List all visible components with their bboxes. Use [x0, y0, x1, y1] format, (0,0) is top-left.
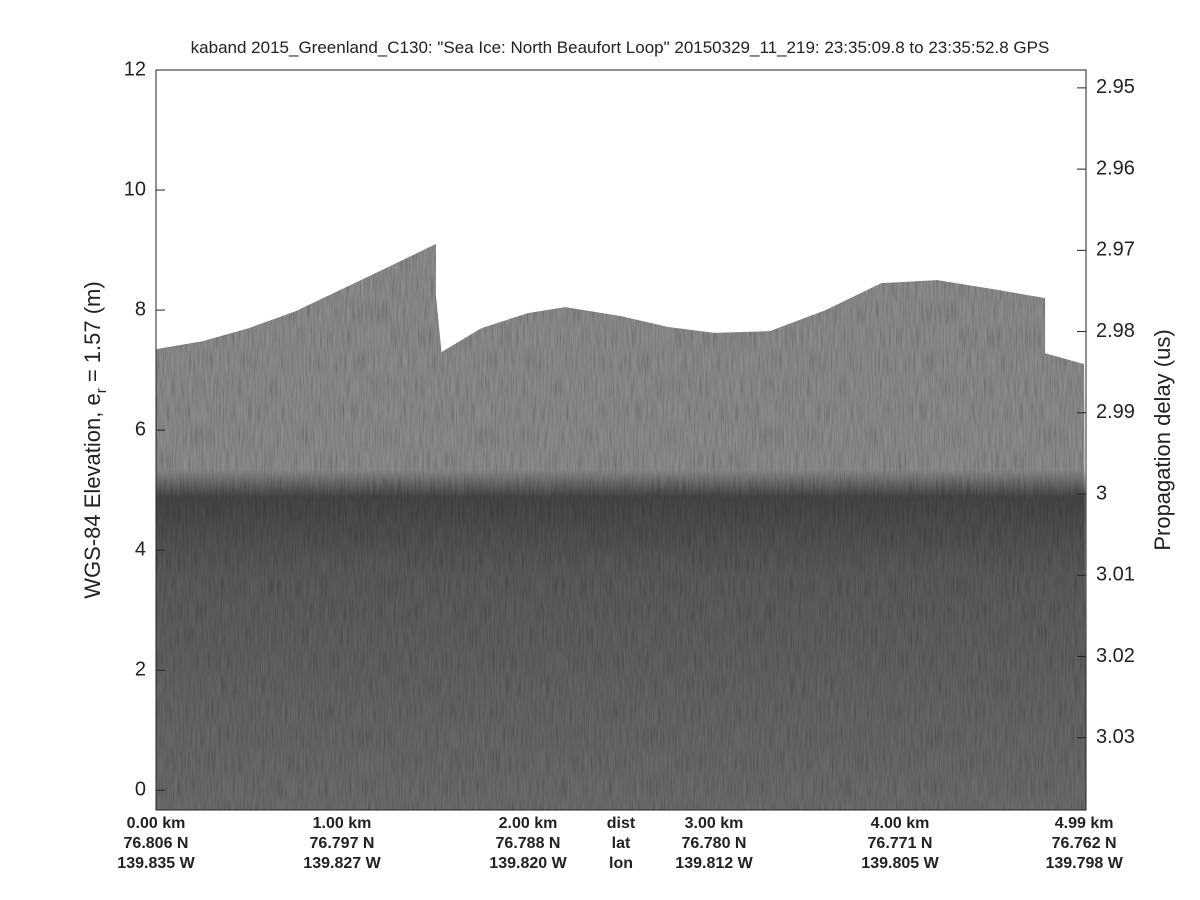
y-tick-label: 0: [135, 778, 146, 800]
subsurface-shading: [156, 470, 1086, 810]
lon-label: 139.820 W: [489, 855, 567, 872]
lat-label: 76.788 N: [496, 835, 561, 852]
x-tick-label: 4.99 km: [1055, 815, 1114, 832]
x-tick-label: 3.00 km: [685, 815, 744, 832]
y2-axis-label: Propagation delay (us): [1150, 329, 1175, 550]
y-label-part: WGS-84 Elevation, e: [80, 393, 105, 598]
y-tick-label: 6: [135, 418, 146, 440]
lon-label: 139.827 W: [303, 855, 381, 872]
y2-tick-label: 2.98: [1096, 320, 1135, 342]
lat-label: 76.780 N: [682, 835, 747, 852]
y2-tick-label: 3: [1096, 482, 1107, 504]
y-tick-label: 8: [135, 298, 146, 320]
y2-tick-label: 2.97: [1096, 239, 1135, 261]
y-tick-label: 4: [135, 538, 146, 560]
x-tick-label: 4.00 km: [871, 815, 930, 832]
row-label: lat: [612, 835, 631, 852]
y2-tick-label: 2.95: [1096, 76, 1135, 98]
lat-label: 76.797 N: [310, 835, 375, 852]
lat-label: 76.806 N: [124, 835, 189, 852]
x-tick-label: 2.00 km: [499, 815, 558, 832]
y2-tick-label: 3.01: [1096, 564, 1135, 586]
lat-label: 76.762 N: [1052, 835, 1117, 852]
x-tick-label: 1.00 km: [313, 815, 372, 832]
y2-tick-label: 3.02: [1096, 645, 1135, 667]
y-label-subscript: r: [93, 388, 110, 393]
lon-label: 139.812 W: [675, 855, 753, 872]
row-label: dist: [607, 815, 636, 832]
lon-label: 139.835 W: [117, 855, 195, 872]
x-tick-label: 0.00 km: [127, 815, 186, 832]
y-tick-label: 12: [124, 58, 146, 80]
lat-label: 76.771 N: [868, 835, 933, 852]
chart-title: kaband 2015_Greenland_C130: "Sea Ice: No…: [191, 38, 1050, 57]
y-tick-label: 10: [124, 178, 146, 200]
lon-label: 139.798 W: [1045, 855, 1123, 872]
y2-tick-label: 2.96: [1096, 157, 1135, 179]
y-axis-label: WGS-84 Elevation, er = 1.57 (m): [80, 281, 110, 598]
y-tick-label: 2: [135, 658, 146, 680]
y2-tick-label: 2.99: [1096, 401, 1135, 423]
row-label: lon: [609, 855, 633, 872]
y2-tick-label: 3.03: [1096, 726, 1135, 748]
axes-frame: [155, 69, 1087, 811]
y-label-part: = 1.57 (m): [80, 281, 105, 388]
lon-label: 139.805 W: [861, 855, 939, 872]
